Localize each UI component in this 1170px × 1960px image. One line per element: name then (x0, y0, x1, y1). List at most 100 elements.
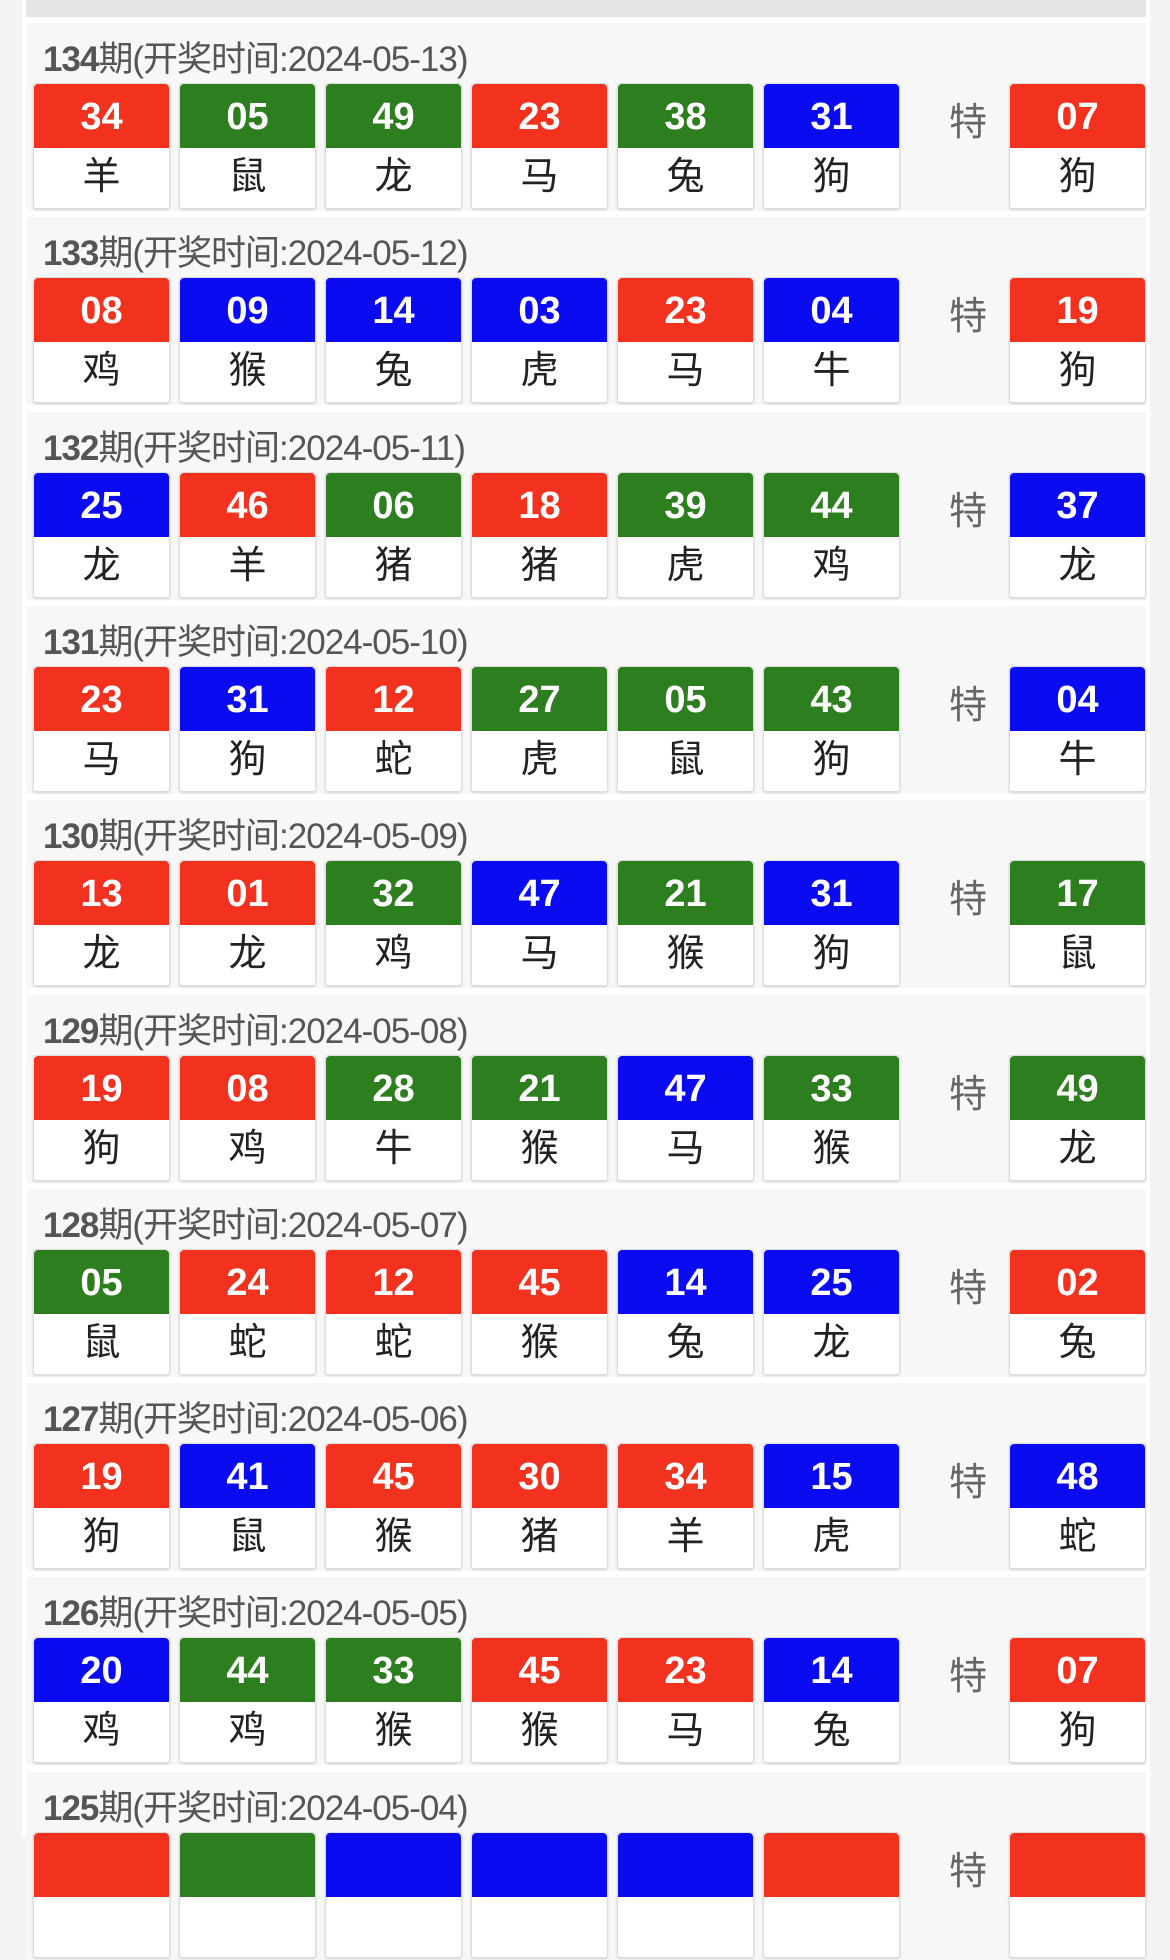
draw-date: 期(开奖时间:2024-05-07) (98, 1205, 468, 1245)
top-bar (26, 0, 1146, 17)
draw-row: 134期(开奖时间:2024-05-13) 34 羊 05 鼠 49 龙 23 马 38 兔 31 狗特… (26, 23, 1146, 211)
ball-cell: 27 虎 (471, 665, 608, 792)
ball-cell: 05 鼠 (179, 83, 316, 209)
ball-cell: 45 猴 (471, 1637, 608, 1764)
ball-cell: 49 龙 (325, 83, 462, 209)
ball-cell: 33 猴 (763, 1054, 900, 1181)
ball-cell (33, 1831, 170, 1958)
ball-number: 18 (472, 472, 607, 537)
draw-date: 期(开奖时间:2024-05-11) (98, 428, 465, 468)
ball-number: 21 (618, 861, 753, 926)
ball-cell: 34 羊 (33, 83, 170, 209)
ball-cell: 31 狗 (763, 83, 900, 209)
ball-cell (763, 1831, 900, 1958)
ball-number: 33 (326, 1638, 461, 1703)
ball-cell: 38 兔 (617, 83, 754, 209)
ball-number: 03 (472, 278, 607, 343)
ball-cell: 09 猴 (179, 277, 316, 404)
ball-cell: 18 猪 (471, 471, 608, 598)
zodiac-label: 狗 (1058, 156, 1097, 198)
zodiac-label (326, 1897, 461, 1955)
ball-number: 05 (618, 666, 753, 731)
ball-number: 04 (1010, 666, 1145, 731)
zodiac-label: 虎 (666, 544, 705, 587)
draw-row: 130期(开奖时间:2024-05-09) 13 龙 01 龙 32 鸡 47 马 21 猴 31 狗 特… (26, 800, 1146, 989)
period-number: 134 (43, 40, 99, 79)
ball-number: 01 (180, 861, 315, 926)
ball-cell: 21 猴 (471, 1054, 608, 1181)
ball-cell: 20 鸡 (33, 1637, 170, 1764)
zodiac-label: 狗 (228, 738, 267, 781)
draw-row: 131期(开奖时间:2024-05-10) 23 马 31 狗 12 蛇 27 虎 05 鼠 43 狗 特… (26, 605, 1146, 794)
zodiac-label: 龙 (1058, 1127, 1097, 1170)
ball-number: 17 (1010, 861, 1145, 926)
ball-cell: 31 狗 (179, 665, 316, 792)
ball-number: 20 (34, 1638, 169, 1703)
draw-row: 128期(开奖时间:2024-05-07) 05 鼠 24 蛇 12 蛇 45 猴 14 兔 25 龙 特… (26, 1188, 1146, 1377)
ball-number: 07 (1010, 84, 1145, 148)
ball-number: 34 (34, 84, 169, 148)
draw-row: 132期(开奖时间:2024-05-11) 25 龙 46 羊 06 猪 18 猪 39 虎 44 鸡 特… (26, 411, 1146, 600)
special-ball-cell: 48 蛇 (1009, 1443, 1146, 1570)
zodiac-label: 蛇 (374, 738, 413, 781)
zodiac-label: 猴 (666, 933, 705, 976)
zodiac-label: 兔 (812, 1710, 851, 1753)
ball-number: 32 (326, 861, 461, 926)
ball-cell: 05 鼠 (33, 1248, 170, 1375)
zodiac-label: 马 (666, 1710, 705, 1753)
ball-cell (325, 1831, 462, 1958)
draw-date: 期(开奖时间:2024-05-05) (98, 1594, 468, 1634)
ball-number: 46 (180, 472, 315, 537)
draw-header: 128期(开奖时间:2024-05-07) (43, 1197, 468, 1248)
zodiac-label (180, 1897, 315, 1955)
draw-row: 129期(开奖时间:2024-05-08) 19 狗 08 鸡 28 牛 21 猴 47 马 33 猴 特… (26, 994, 1146, 1183)
ball-number: 05 (34, 1249, 169, 1314)
ball-cell: 14 兔 (617, 1248, 754, 1375)
zodiac-label: 马 (520, 156, 559, 198)
zodiac-label: 兔 (666, 1321, 705, 1364)
ball-number: 25 (34, 472, 169, 537)
ball-cell: 14 兔 (325, 277, 462, 404)
ball-cell: 23 马 (617, 1637, 754, 1764)
ball-number: 37 (1010, 472, 1145, 537)
period-number: 130 (43, 817, 99, 857)
special-label: 特 (949, 1073, 988, 1116)
zodiac-label: 牛 (1058, 738, 1097, 781)
period-number: 125 (43, 1788, 99, 1828)
ball-number: 19 (1010, 278, 1145, 343)
zodiac-label: 虎 (520, 738, 559, 781)
ball-cell (471, 1831, 608, 1958)
ball-cell: 25 龙 (33, 471, 170, 598)
ball-cell: 43 狗 (763, 665, 900, 792)
ball-number: 31 (764, 861, 899, 926)
ball-cell: 46 羊 (179, 471, 316, 598)
draw-header: 126期(开奖时间:2024-05-05) (43, 1585, 468, 1636)
zodiac-label: 猴 (374, 1516, 413, 1559)
draw-header: 131期(开奖时间:2024-05-10) (43, 614, 468, 665)
ball-number: 31 (180, 666, 315, 731)
ball-number: 21 (472, 1055, 607, 1120)
zodiac-label: 龙 (82, 544, 121, 587)
zodiac-label: 狗 (812, 933, 851, 976)
zodiac-label: 龙 (82, 933, 121, 976)
ball-cell: 03 虎 (471, 277, 608, 404)
period-number: 132 (43, 428, 99, 468)
zodiac-label (1010, 1897, 1145, 1955)
draw-header: 127期(开奖时间:2024-05-06) (43, 1391, 468, 1442)
ball-number: 45 (472, 1638, 607, 1703)
zodiac-label: 鸡 (228, 1710, 267, 1753)
ball-number: 39 (618, 472, 753, 537)
zodiac-label: 狗 (82, 1516, 121, 1559)
ball-cell: 23 马 (617, 277, 754, 404)
ball-cell: 04 牛 (763, 277, 900, 404)
zodiac-label: 羊 (666, 1516, 705, 1559)
draw-date: 期(开奖时间:2024-05-09) (98, 817, 468, 857)
draw-header: 133期(开奖时间:2024-05-12) (43, 225, 468, 276)
ball-number: 41 (180, 1444, 315, 1509)
period-number: 128 (43, 1205, 99, 1245)
special-ball-cell: 07 狗 (1009, 83, 1146, 209)
special-label: 特 (949, 1462, 988, 1505)
ball-number: 23 (472, 84, 607, 148)
zodiac-label (34, 1897, 169, 1955)
zodiac-label: 鼠 (228, 1516, 267, 1559)
